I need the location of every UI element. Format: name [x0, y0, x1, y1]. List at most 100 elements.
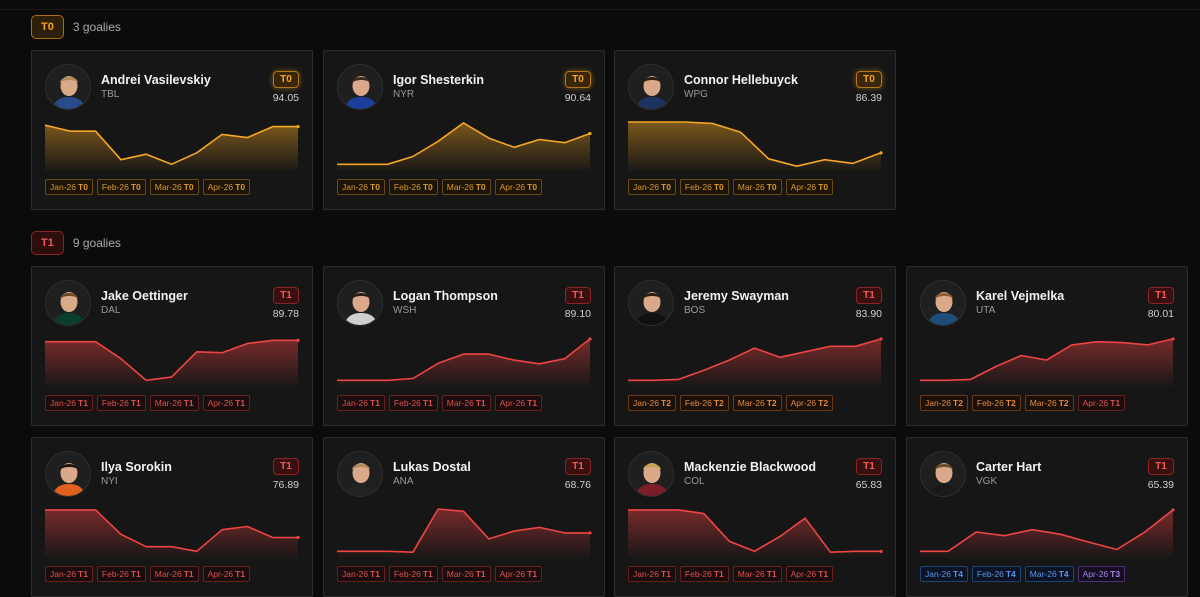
player-name: Carter Hart: [976, 460, 1042, 474]
monthly-tier-chips: Jan-26 T1 Feb-26 T1 Mar-26 T1 Apr-26 T1: [337, 395, 543, 411]
chip-tier: T0: [78, 182, 88, 192]
monthly-tier-chips: Jan-26 T1 Feb-26 T1 Mar-26 T1 Apr-26 T1: [628, 566, 834, 582]
trend-line: [628, 338, 882, 382]
avatar: [45, 64, 91, 110]
month-tier-chip[interactable]: Mar-26 T1: [149, 395, 199, 411]
trend-area: [337, 338, 590, 387]
tier-badge: T1: [273, 458, 299, 475]
chip-tier: T1: [527, 569, 538, 579]
goalie-card[interactable]: Igor Shesterkin NYR T0 90.64 Jan-26 T0 Feb…: [323, 50, 605, 210]
goalie-card[interactable]: Karel Vejmelka UTA T1 80.01 Jan-26 T2 Feb-…: [906, 266, 1188, 426]
goalie-card[interactable]: Lukas Dostal ANA T1 68.76 Jan-26 T1 Feb-26…: [323, 437, 605, 597]
player-name: Ilya Sorokin: [101, 460, 172, 474]
chip-month: Mar-26: [446, 569, 474, 579]
tier-header-t0: T0 3 goalies: [31, 15, 121, 39]
goalie-card[interactable]: Ilya Sorokin NYI T1 76.89 Jan-26 T1 Feb-26…: [31, 437, 313, 597]
month-tier-chip[interactable]: Feb-26 T0: [679, 179, 729, 195]
month-tier-chip[interactable]: Jan-26 T0: [628, 179, 676, 195]
month-tier-chip[interactable]: Apr-26 T2: [785, 395, 834, 411]
chip-tier: T1: [370, 398, 380, 408]
month-tier-chip[interactable]: Mar-26 T1: [149, 566, 199, 582]
month-tier-chip[interactable]: Feb-26 T2: [679, 395, 729, 411]
player-team: WPG: [684, 89, 708, 100]
month-tier-chip[interactable]: Jan-26 T1: [45, 395, 93, 411]
month-tier-chip[interactable]: Feb-26 T2: [971, 395, 1021, 411]
month-tier-chip[interactable]: Jan-26 T4: [920, 566, 968, 582]
month-tier-chip[interactable]: Jan-26 T2: [628, 395, 676, 411]
avatar: [337, 451, 383, 497]
month-tier-chip[interactable]: Jan-26 T0: [337, 179, 385, 195]
month-tier-chip[interactable]: Jan-26 T0: [45, 179, 93, 195]
month-tier-chip[interactable]: Apr-26 T1: [785, 566, 834, 582]
goalie-card[interactable]: Mackenzie Blackwood COL T1 65.83 Jan-26 T…: [614, 437, 896, 597]
player-team: TBL: [101, 89, 120, 100]
chip-tier: T0: [713, 182, 724, 192]
chip-tier: T1: [235, 569, 246, 579]
month-tier-chip[interactable]: Jan-26 T2: [920, 395, 968, 411]
goalie-card[interactable]: Jake Oettinger DAL T1 89.78 Jan-26 T1 Feb-…: [31, 266, 313, 426]
month-tier-chip[interactable]: Mar-26 T2: [1024, 395, 1074, 411]
chip-month: Mar-26: [154, 569, 182, 579]
goalie-card[interactable]: Connor Hellebuyck WPG T0 86.39 Jan-26 T0 F…: [614, 50, 896, 210]
chip-tier: T0: [422, 182, 433, 192]
trend-endpoint: [588, 531, 592, 535]
month-tier-chip[interactable]: Feb-26 T0: [96, 179, 146, 195]
month-tier-chip[interactable]: Feb-26 T4: [971, 566, 1021, 582]
month-tier-chip[interactable]: Apr-26 T1: [1077, 395, 1126, 411]
month-tier-chip[interactable]: Mar-26 T4: [1024, 566, 1074, 582]
avatar: [337, 280, 383, 326]
month-tier-chip[interactable]: Apr-26 T0: [785, 179, 834, 195]
month-tier-chip[interactable]: Apr-26 T1: [494, 566, 543, 582]
month-tier-chip[interactable]: Feb-26 T1: [388, 395, 438, 411]
goalie-card[interactable]: Andrei Vasilevskiy TBL T0 94.05 Jan-26 T0…: [31, 50, 313, 210]
trend-endpoint: [879, 151, 883, 155]
tier-badge: T0: [273, 71, 299, 88]
month-tier-chip[interactable]: Feb-26 T1: [96, 395, 146, 411]
player-team: WSH: [393, 305, 417, 316]
goalie-card[interactable]: Jeremy Swayman BOS T1 83.90 Jan-26 T2 Feb-…: [614, 266, 896, 426]
tier-badge[interactable]: T0: [31, 15, 64, 39]
goalie-card[interactable]: Logan Thompson WSH T1 89.10 Jan-26 T1 Feb-…: [323, 266, 605, 426]
chip-month: Jan-26: [925, 569, 951, 579]
tier-badge[interactable]: T1: [31, 231, 64, 255]
month-tier-chip[interactable]: Mar-26 T1: [441, 395, 491, 411]
month-tier-chip[interactable]: Apr-26 T0: [202, 179, 251, 195]
chip-tier: T1: [78, 569, 88, 579]
month-tier-chip[interactable]: Jan-26 T1: [628, 566, 676, 582]
trend-endpoint: [296, 338, 300, 342]
month-tier-chip[interactable]: Feb-26 T0: [388, 179, 438, 195]
month-tier-chip[interactable]: Mar-26 T0: [149, 179, 199, 195]
month-tier-chip[interactable]: Jan-26 T1: [337, 566, 385, 582]
trend-line: [920, 338, 1174, 382]
trend-sparkline: [337, 122, 592, 171]
trend-area: [45, 509, 298, 558]
month-tier-chip[interactable]: Apr-26 T3: [1077, 566, 1126, 582]
trend-area: [920, 338, 1173, 387]
month-tier-chip[interactable]: Apr-26 T1: [202, 395, 251, 411]
month-tier-chip[interactable]: Jan-26 T1: [45, 566, 93, 582]
month-tier-chip[interactable]: Mar-26 T0: [441, 179, 491, 195]
monthly-tier-chips: Jan-26 T1 Feb-26 T1 Mar-26 T1 Apr-26 T1: [45, 566, 251, 582]
month-tier-chip[interactable]: Feb-26 T1: [96, 566, 146, 582]
month-tier-chip[interactable]: Feb-26 T1: [679, 566, 729, 582]
month-tier-chip[interactable]: Mar-26 T0: [732, 179, 782, 195]
month-tier-chip[interactable]: Mar-26 T1: [441, 566, 491, 582]
chip-month: Mar-26: [737, 182, 765, 192]
player-name: Igor Shesterkin: [393, 73, 484, 87]
chip-tier: T4: [1058, 569, 1069, 579]
month-tier-chip[interactable]: Mar-26 T2: [732, 395, 782, 411]
avatar: [45, 451, 91, 497]
player-score: 83.90: [855, 308, 882, 320]
month-tier-chip[interactable]: Apr-26 T1: [202, 566, 251, 582]
month-tier-chip[interactable]: Apr-26 T0: [494, 179, 543, 195]
trend-line: [45, 339, 298, 382]
trend-line: [628, 121, 882, 168]
chip-month: Jan-26: [633, 569, 659, 579]
month-tier-chip[interactable]: Jan-26 T1: [337, 395, 385, 411]
monthly-tier-chips: Jan-26 T2 Feb-26 T2 Mar-26 T2 Apr-26 T2: [628, 395, 834, 411]
month-tier-chip[interactable]: Feb-26 T1: [388, 566, 438, 582]
month-tier-chip[interactable]: Apr-26 T1: [494, 395, 543, 411]
avatar: [628, 280, 674, 326]
month-tier-chip[interactable]: Mar-26 T1: [732, 566, 782, 582]
goalie-card[interactable]: Carter Hart VGK T1 65.39 Jan-26 T4 Feb-26 T…: [906, 437, 1188, 597]
